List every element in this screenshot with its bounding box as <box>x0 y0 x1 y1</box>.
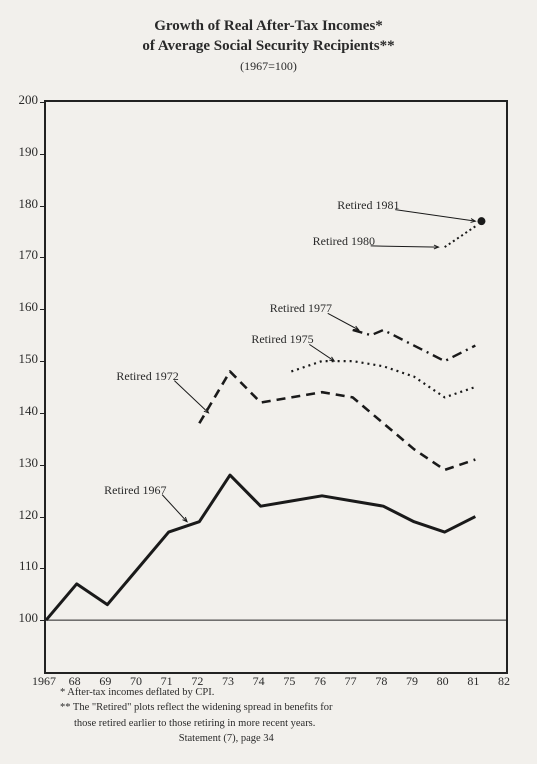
y-tick-label: 130 <box>19 455 39 471</box>
series-label: Retired 1972 <box>116 369 178 384</box>
y-tick-label: 160 <box>19 299 39 315</box>
title-line-1: Growth of Real After-Tax Incomes* <box>0 16 537 36</box>
chart-title: Growth of Real After-Tax Incomes* of Ave… <box>0 0 537 57</box>
chart-svg <box>46 102 506 672</box>
x-tick-label: 80 <box>437 674 449 689</box>
y-tick-label: 150 <box>19 351 39 367</box>
series-label: Retired 1975 <box>251 332 313 347</box>
y-tick-label: 190 <box>19 144 39 160</box>
x-tick-label: 81 <box>467 674 479 689</box>
y-tick-label: 120 <box>19 507 39 523</box>
y-tick-label: 170 <box>19 247 39 263</box>
footnotes: * After-tax incomes deflated by CPI. ** … <box>60 685 333 746</box>
x-tick-label: 78 <box>375 674 387 689</box>
y-tick-label: 110 <box>19 558 38 574</box>
footnote-2: ** The "Retired" plots reflect the widen… <box>60 700 333 715</box>
series-label: Retired 1967 <box>104 483 166 498</box>
x-tick-label: 79 <box>406 674 418 689</box>
y-axis: 100110120130140150160170180190200 <box>0 100 44 670</box>
chart-plot-area: Retired 1967 Retired 1972 Retired 1975 Reti… <box>44 100 508 674</box>
y-tick-label: 200 <box>19 92 39 108</box>
chart-subtitle: (1967=100) <box>0 59 537 74</box>
x-tick-label: 1967 <box>32 674 56 689</box>
footnote-1: * After-tax incomes deflated by CPI. <box>60 685 333 700</box>
x-tick-label: 82 <box>498 674 510 689</box>
footnote-3: those retired earlier to those retiring … <box>60 716 333 731</box>
title-line-2: of Average Social Security Recipients** <box>0 36 537 56</box>
y-tick-label: 140 <box>19 403 39 419</box>
chart-page: Growth of Real After-Tax Incomes* of Ave… <box>0 0 537 764</box>
series-label: Retired 1980 <box>313 234 375 249</box>
series-label: Retired 1981 <box>337 198 399 213</box>
x-tick-label: 77 <box>345 674 357 689</box>
y-tick-label: 180 <box>19 196 39 212</box>
y-tick-label: 100 <box>19 610 39 626</box>
footnote-4: Statement (7), page 34 <box>60 731 333 746</box>
series-label: Retired 1977 <box>270 301 332 316</box>
